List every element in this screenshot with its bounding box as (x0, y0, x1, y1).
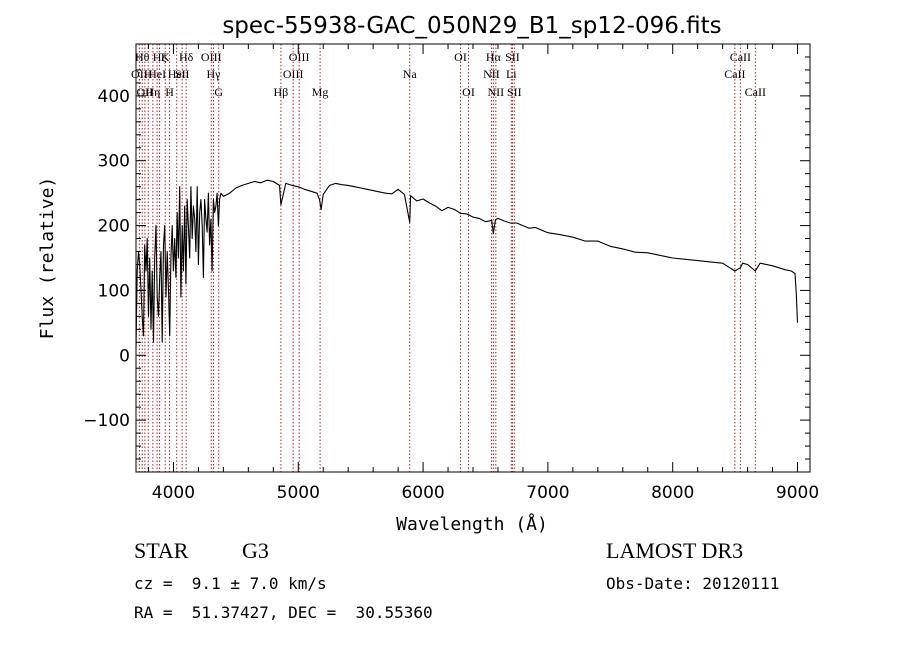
line-label: OIII (201, 50, 222, 64)
line-label: Na (403, 67, 418, 81)
x-tick-label: 9000 (776, 483, 819, 503)
survey-name: LAMOST DR3 (606, 538, 744, 563)
coordinates: RA = 51.37427, DEC = 30.55360 (134, 603, 433, 622)
line-label: Hζ (153, 50, 167, 64)
line-label: NII (488, 85, 505, 99)
line-label: K (161, 50, 170, 64)
plot-frame (135, 43, 811, 473)
line-label: SII (507, 85, 522, 99)
line-label: OIII (289, 50, 310, 64)
x-tick-label: 6000 (401, 483, 444, 503)
line-label: OII (131, 67, 148, 81)
emission-line-markers (138, 44, 756, 472)
line-label: Hγ (207, 67, 222, 81)
x-tick-label: 4000 (152, 483, 195, 503)
series-line-spectrum (135, 179, 799, 349)
x-axis-label: Wavelength (Å) (396, 513, 548, 535)
y-tick-label: 0 (119, 346, 130, 366)
x-tick-label: 5000 (277, 483, 320, 503)
line-label: Hη (145, 85, 160, 99)
radial-velocity: cz = 9.1 ± 7.0 km/s (134, 574, 327, 593)
x-tick-label: 7000 (526, 483, 569, 503)
object-subclass: G3 (242, 538, 269, 563)
line-label: OII (137, 85, 154, 99)
object-class: STAR (134, 538, 189, 563)
line-label: SII (175, 67, 190, 81)
line-label: CaII (745, 85, 766, 99)
line-label: CaII (730, 50, 751, 64)
line-label: CaII (724, 67, 745, 81)
y-tick-label: 100 (98, 281, 130, 301)
line-label: H (144, 67, 153, 81)
observation-date: Obs-Date: 20120111 (606, 574, 780, 593)
x-tick-label: 8000 (651, 483, 694, 503)
y-tick-label: −100 (83, 411, 130, 431)
line-label: Li (506, 67, 517, 81)
line-label: OI (454, 50, 467, 64)
line-label: Hθ (135, 50, 150, 64)
y-tick-label: 200 (98, 217, 130, 237)
line-label: Hδ (179, 50, 194, 64)
y-axis-label: Flux (relative) (37, 177, 58, 340)
y-tick-label: 300 (98, 152, 130, 172)
line-label: SII (505, 50, 520, 64)
line-label: H (165, 85, 174, 99)
line-label: Hα (486, 50, 502, 64)
chart-title: spec-55938-GAC_050N29_B1_sp12-096.fits (222, 13, 721, 39)
line-label: Hβ (274, 85, 289, 99)
line-label: HeI (148, 67, 166, 81)
tick-labels: 4000 5000 6000 7000 8000 9000 −100 0 100 200 300 40… (83, 87, 819, 503)
line-label: G (214, 85, 223, 99)
line-label: OI (462, 85, 475, 99)
axis-ticks (136, 43, 810, 472)
line-label: Mg (312, 85, 329, 99)
series-group (135, 179, 799, 349)
y-tick-label: 400 (98, 87, 130, 107)
line-label: OIII (283, 67, 304, 81)
line-label: NII (483, 67, 500, 81)
line-label: HeI (168, 67, 186, 81)
